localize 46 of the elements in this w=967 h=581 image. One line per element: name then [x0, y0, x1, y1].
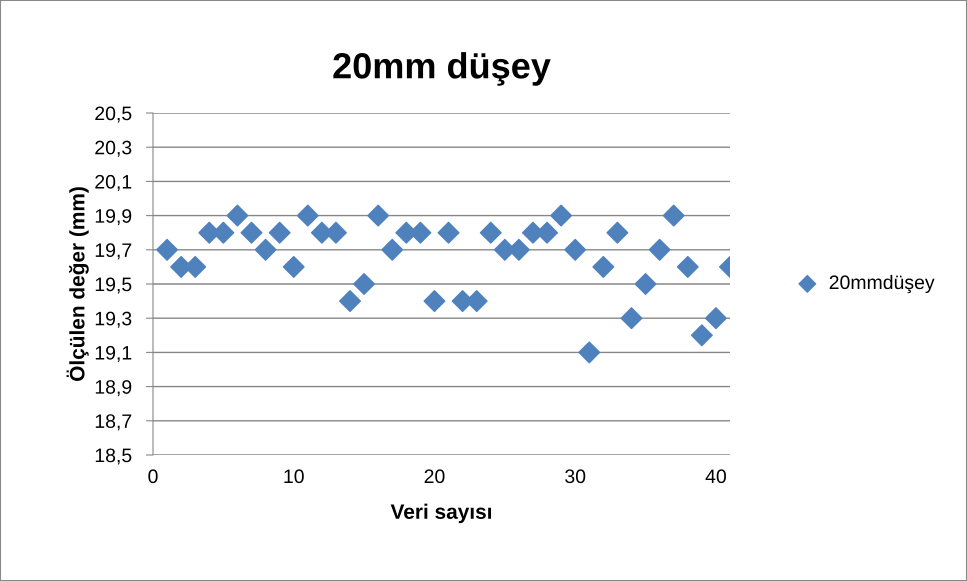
y-tick-label: 19,3	[96, 312, 132, 328]
point	[634, 273, 657, 295]
point	[662, 204, 685, 227]
point	[296, 204, 319, 227]
x-tick-label: 30	[565, 469, 586, 484]
y-tick-label: 19,1	[96, 346, 132, 362]
point	[690, 324, 713, 346]
point	[367, 204, 390, 227]
point	[282, 256, 305, 278]
x-tick-label: 20	[424, 469, 445, 484]
point	[550, 204, 572, 227]
point	[704, 307, 727, 330]
point	[676, 256, 699, 278]
y-tick-label: 18,7	[96, 414, 132, 430]
point	[438, 222, 460, 244]
point	[156, 238, 178, 261]
point	[648, 238, 671, 261]
x-tick-label: 40	[706, 469, 726, 484]
point	[564, 238, 586, 261]
x-tick-label: 10	[284, 469, 304, 484]
y-tick-label: 20,3	[95, 140, 132, 157]
chart-title: 20mm düşey	[333, 52, 551, 86]
x-axis-title: Veri sayısı	[390, 504, 492, 524]
legend-label: 20mmdüşey	[830, 274, 935, 294]
y-tick-label: 19,5	[96, 277, 132, 294]
point	[353, 273, 376, 295]
point	[480, 222, 502, 244]
y-tick-label: 19,9	[96, 209, 132, 226]
point	[381, 238, 404, 261]
point	[423, 290, 446, 312]
y-tick-label: 20,5	[95, 106, 132, 123]
point	[339, 290, 362, 312]
y-tick-label: 20,1	[95, 174, 132, 191]
point	[606, 222, 628, 244]
point	[240, 222, 263, 244]
point	[578, 341, 600, 364]
point	[254, 238, 277, 261]
point	[620, 307, 642, 330]
y-tick-label: 19,7	[96, 243, 132, 260]
point	[226, 204, 248, 227]
point	[268, 222, 291, 244]
y-tick-label: 18,5	[96, 448, 132, 465]
y-axis-title: Ölçülen değer (mm)	[66, 187, 89, 381]
y-tick-label: 18,9	[96, 380, 132, 396]
point	[592, 256, 614, 278]
x-tick-label: 0	[148, 469, 158, 484]
